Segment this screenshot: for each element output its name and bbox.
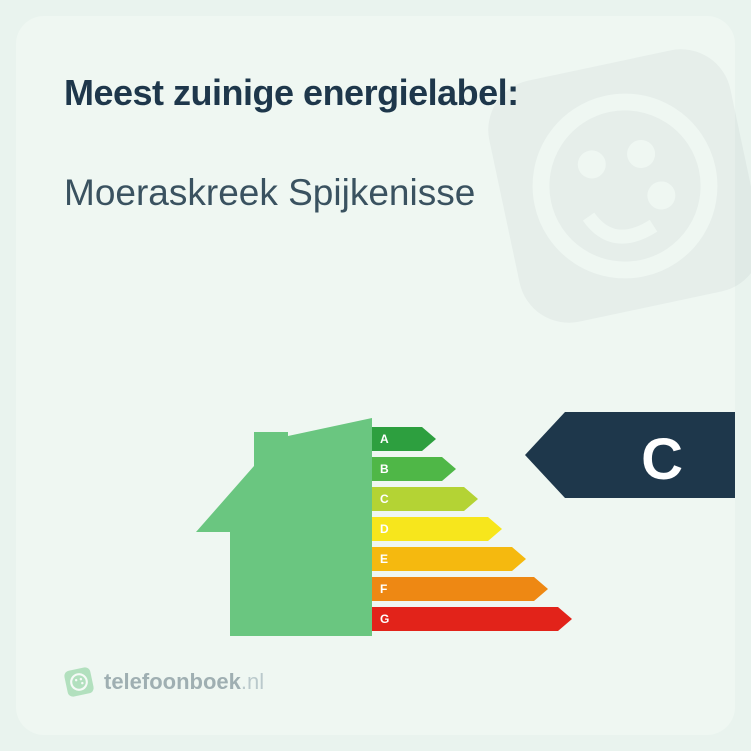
- selected-label-letter: C: [641, 426, 683, 493]
- brand-icon: [61, 664, 97, 700]
- house-icon: [194, 418, 372, 636]
- selected-label-marker: [525, 412, 735, 498]
- energy-bar-letter: C: [380, 492, 389, 506]
- energy-bar-letter: B: [380, 462, 389, 476]
- palette-watermark-icon: [459, 20, 751, 352]
- brand-text: telefoonboek.nl: [104, 669, 264, 695]
- brand-tld: .nl: [241, 669, 264, 694]
- info-card: Meest zuinige energielabel: Moeraskreek …: [16, 16, 735, 735]
- energy-bar-letter: E: [380, 552, 388, 566]
- energy-bar-letter: D: [380, 522, 389, 536]
- footer-brand: telefoonboek.nl: [64, 667, 264, 697]
- brand-name: telefoonboek: [104, 669, 241, 694]
- energy-bar-letter: A: [380, 432, 389, 446]
- energy-label-chart: A B C D E F G C: [16, 382, 735, 642]
- energy-bar-letter: G: [380, 612, 389, 626]
- energy-bar-letter: F: [380, 582, 387, 596]
